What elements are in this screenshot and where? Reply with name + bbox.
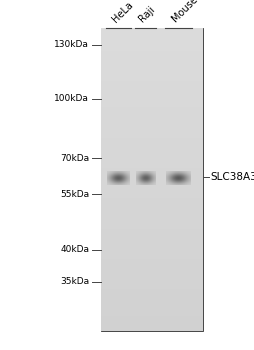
Bar bbox=[100, 229, 202, 232]
Text: 130kDa: 130kDa bbox=[54, 40, 89, 49]
Bar bbox=[100, 285, 202, 289]
Bar bbox=[100, 51, 202, 55]
Bar bbox=[100, 195, 202, 198]
Bar bbox=[100, 251, 202, 255]
Bar bbox=[100, 28, 202, 331]
Text: 55kDa: 55kDa bbox=[60, 190, 89, 199]
Bar bbox=[100, 168, 202, 172]
Bar bbox=[100, 138, 202, 141]
Bar bbox=[100, 47, 202, 51]
Bar bbox=[100, 32, 202, 36]
Bar bbox=[100, 58, 202, 62]
Bar bbox=[100, 293, 202, 297]
Bar bbox=[100, 179, 202, 183]
Text: Mouse brain: Mouse brain bbox=[169, 0, 219, 25]
Text: 70kDa: 70kDa bbox=[60, 154, 89, 163]
Bar bbox=[100, 281, 202, 285]
Bar bbox=[100, 278, 202, 281]
Bar bbox=[100, 255, 202, 259]
Bar bbox=[100, 262, 202, 266]
Bar bbox=[100, 134, 202, 138]
Bar bbox=[100, 214, 202, 217]
Bar bbox=[100, 172, 202, 176]
Bar bbox=[100, 247, 202, 251]
Bar bbox=[100, 187, 202, 191]
Bar bbox=[100, 198, 202, 202]
Bar bbox=[100, 153, 202, 157]
Bar bbox=[100, 327, 202, 331]
Bar bbox=[100, 217, 202, 221]
Bar bbox=[100, 145, 202, 149]
Bar bbox=[100, 115, 202, 119]
Text: SLC38A3: SLC38A3 bbox=[210, 172, 254, 182]
Bar bbox=[100, 55, 202, 58]
Text: Raji: Raji bbox=[136, 5, 156, 25]
Bar bbox=[100, 259, 202, 262]
Bar bbox=[100, 270, 202, 274]
Bar bbox=[100, 66, 202, 70]
Bar bbox=[100, 104, 202, 107]
Bar bbox=[100, 221, 202, 225]
Bar bbox=[100, 130, 202, 134]
Bar bbox=[100, 160, 202, 164]
Bar bbox=[100, 232, 202, 236]
Bar bbox=[100, 304, 202, 308]
Bar bbox=[100, 70, 202, 74]
Bar bbox=[100, 176, 202, 179]
Bar bbox=[100, 289, 202, 293]
Bar bbox=[100, 323, 202, 327]
Bar bbox=[100, 107, 202, 111]
Bar bbox=[100, 119, 202, 122]
Bar bbox=[100, 320, 202, 323]
Bar bbox=[100, 206, 202, 210]
Bar bbox=[100, 43, 202, 47]
Text: 100kDa: 100kDa bbox=[54, 94, 89, 103]
Bar bbox=[100, 183, 202, 187]
Bar bbox=[100, 274, 202, 278]
Bar bbox=[100, 36, 202, 39]
Bar bbox=[100, 85, 202, 89]
Bar bbox=[100, 89, 202, 92]
Bar bbox=[100, 240, 202, 244]
Bar bbox=[100, 300, 202, 304]
Text: HeLa: HeLa bbox=[110, 0, 134, 25]
Bar bbox=[100, 100, 202, 104]
Bar bbox=[100, 236, 202, 240]
Bar bbox=[100, 191, 202, 195]
Bar bbox=[100, 157, 202, 160]
Bar bbox=[100, 122, 202, 126]
Bar bbox=[100, 92, 202, 96]
Bar bbox=[100, 126, 202, 130]
Bar bbox=[100, 244, 202, 247]
Bar bbox=[100, 297, 202, 300]
Bar bbox=[100, 96, 202, 100]
Bar bbox=[100, 62, 202, 66]
Bar bbox=[100, 308, 202, 312]
Bar bbox=[100, 149, 202, 153]
Bar bbox=[100, 81, 202, 85]
Bar bbox=[100, 28, 202, 32]
Bar bbox=[100, 225, 202, 229]
Bar bbox=[100, 111, 202, 115]
Bar bbox=[100, 266, 202, 270]
Bar bbox=[100, 312, 202, 316]
Bar bbox=[100, 164, 202, 168]
Bar bbox=[100, 210, 202, 214]
Bar bbox=[100, 39, 202, 43]
Text: 40kDa: 40kDa bbox=[60, 245, 89, 254]
Bar bbox=[100, 141, 202, 145]
Bar bbox=[100, 202, 202, 206]
Text: 35kDa: 35kDa bbox=[60, 277, 89, 286]
Bar bbox=[100, 316, 202, 320]
Bar bbox=[100, 74, 202, 77]
Bar bbox=[100, 77, 202, 81]
